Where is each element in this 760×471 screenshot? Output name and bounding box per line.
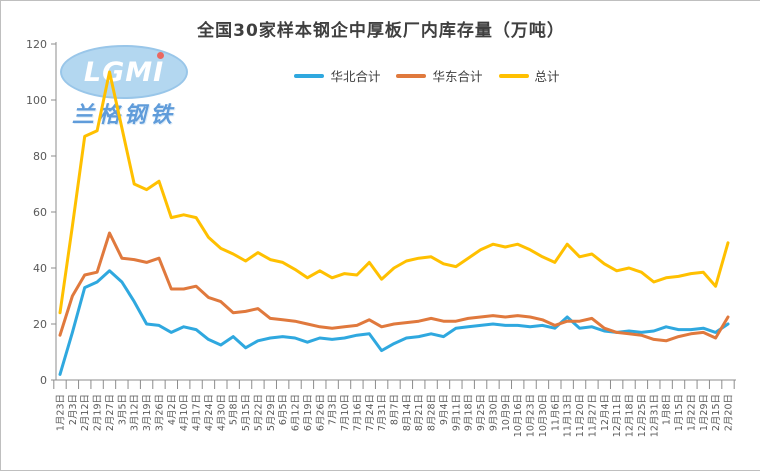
svg-text:1月15日: 1月15日: [674, 394, 685, 431]
svg-text:11月13日: 11月13日: [563, 394, 574, 437]
svg-text:2月19日: 2月19日: [93, 394, 104, 431]
svg-text:8月28日: 8月28日: [427, 394, 438, 431]
legend-swatch-icon: [396, 73, 427, 78]
svg-text:2月3日: 2月3日: [68, 394, 79, 425]
svg-text:3月19日: 3月19日: [142, 394, 153, 431]
legend-item: 总计: [498, 66, 560, 85]
svg-text:60: 60: [33, 206, 47, 219]
svg-text:6月26日: 6月26日: [315, 394, 326, 431]
svg-text:12月4日: 12月4日: [600, 394, 611, 431]
svg-text:1月29日: 1月29日: [699, 394, 710, 431]
svg-text:1月22日: 1月22日: [686, 394, 697, 431]
svg-text:11月20日: 11月20日: [575, 394, 586, 437]
svg-text:6月5日: 6月5日: [278, 394, 289, 425]
svg-text:6月19日: 6月19日: [303, 394, 314, 431]
legend-item: 华东合计: [396, 66, 483, 85]
lgmi-logo-oval: LGMI: [60, 45, 188, 99]
lgmi-logo-acronym: LGMI: [83, 56, 165, 88]
legend-label: 总计: [534, 69, 560, 84]
lgmi-logo: LGMI 兰格钢铁: [57, 45, 191, 129]
svg-text:40: 40: [33, 262, 47, 275]
svg-text:9月30日: 9月30日: [489, 394, 500, 431]
chart-title: 全国30家样本钢企中厚板厂内库存量（万吨）: [197, 21, 565, 41]
svg-text:10月23日: 10月23日: [526, 394, 537, 437]
svg-text:2月20日: 2月20日: [724, 394, 735, 431]
svg-text:10月30日: 10月30日: [538, 394, 549, 437]
legend-item: 华北合计: [294, 66, 380, 85]
svg-text:3月26日: 3月26日: [155, 394, 166, 431]
svg-text:5月15日: 5月15日: [241, 394, 252, 431]
svg-text:11月6日: 11月6日: [550, 394, 561, 431]
svg-text:4月17日: 4月17日: [192, 394, 203, 431]
legend-swatch-icon: [498, 73, 529, 78]
svg-text:12月18日: 12月18日: [625, 394, 636, 437]
svg-text:4月30日: 4月30日: [216, 394, 227, 431]
svg-text:2月15日: 2月15日: [711, 394, 722, 431]
svg-text:8月7日: 8月7日: [390, 394, 401, 425]
svg-text:120: 120: [26, 38, 47, 51]
svg-text:7月10日: 7月10日: [340, 394, 351, 431]
svg-text:5月22日: 5月22日: [253, 394, 264, 431]
svg-text:5月29日: 5月29日: [266, 394, 277, 431]
svg-text:7月31日: 7月31日: [377, 394, 388, 431]
svg-text:11月27日: 11月27日: [587, 394, 598, 437]
chart-legend: 华北合计 华东合计 总计: [47, 66, 760, 85]
svg-text:5月8日: 5月8日: [229, 394, 240, 425]
svg-text:1月8日: 1月8日: [662, 394, 673, 425]
svg-text:9月11日: 9月11日: [451, 394, 462, 431]
svg-text:3月5日: 3月5日: [117, 394, 128, 425]
svg-text:7月3日: 7月3日: [328, 394, 339, 425]
svg-text:7月16日: 7月16日: [352, 394, 363, 431]
svg-text:20: 20: [33, 318, 47, 331]
svg-text:4月2日: 4月2日: [167, 394, 178, 425]
svg-text:1月23日: 1月23日: [56, 394, 67, 431]
svg-text:9月18日: 9月18日: [464, 394, 475, 431]
svg-text:10月16日: 10月16日: [513, 394, 524, 437]
legend-swatch-icon: [294, 73, 325, 78]
svg-text:7月24日: 7月24日: [365, 394, 376, 431]
svg-text:10月9日: 10月9日: [501, 394, 512, 431]
svg-text:6月12日: 6月12日: [291, 394, 302, 431]
svg-text:4月10日: 4月10日: [179, 394, 190, 431]
svg-text:9月25日: 9月25日: [476, 394, 487, 431]
lgmi-logo-red-dot-icon: [157, 52, 164, 59]
svg-text:100: 100: [26, 94, 47, 107]
svg-text:2月12日: 2月12日: [80, 394, 91, 431]
svg-text:12月31日: 12月31日: [649, 394, 660, 437]
svg-text:3月12日: 3月12日: [130, 394, 141, 431]
svg-text:12月25日: 12月25日: [637, 394, 648, 437]
legend-label: 华东合计: [432, 69, 483, 84]
svg-text:2月27日: 2月27日: [105, 394, 116, 431]
svg-text:8月14日: 8月14日: [402, 394, 413, 431]
legend-label: 华北合计: [330, 69, 381, 84]
svg-text:4月24日: 4月24日: [204, 394, 215, 431]
svg-text:12月11日: 12月11日: [612, 394, 623, 437]
svg-text:9月4日: 9月4日: [439, 394, 450, 425]
svg-text:80: 80: [33, 150, 47, 163]
svg-text:0: 0: [40, 374, 47, 387]
svg-text:8月21日: 8月21日: [414, 394, 425, 431]
